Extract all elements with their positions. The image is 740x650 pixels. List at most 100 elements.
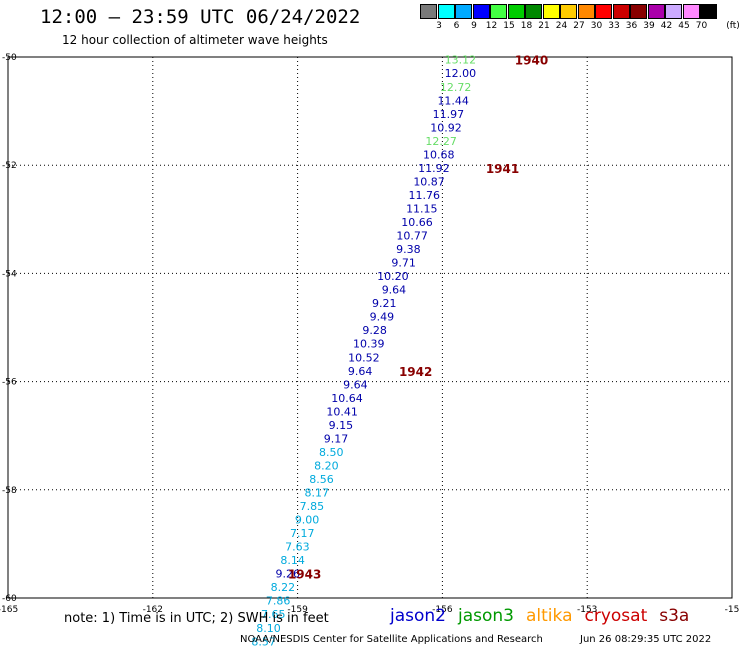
wave-height-value: 11.15: [406, 202, 438, 215]
wave-height-value: 9.64: [348, 365, 373, 378]
wave-height-value: 10.77: [396, 230, 428, 243]
longitude-tick-label: -156: [432, 605, 453, 615]
wave-height-value: 9.38: [396, 243, 421, 256]
map-title: 12:00 — 23:59 UTC 06/24/2022: [40, 6, 361, 28]
longitude-tick-label: -153: [577, 605, 597, 615]
wave-height-value: 7.63: [285, 541, 310, 554]
wave-height-value: 10.20: [377, 270, 409, 283]
wave-height-value: 12.72: [440, 81, 472, 94]
wave-height-value: 9.17: [324, 432, 349, 445]
color-scale-label: 33: [608, 21, 620, 31]
wave-height-value: 8.57: [251, 635, 276, 648]
wave-height-value: 7.65: [261, 608, 286, 621]
wave-height-value: 9.28: [362, 324, 387, 337]
color-scale-label: 24: [555, 21, 568, 31]
color-swatch: [595, 4, 612, 19]
wave-height-value: 8.50: [319, 446, 344, 459]
wave-height-value: 10.52: [348, 351, 380, 364]
wave-height-value: 11.92: [418, 162, 450, 175]
color-swatch: [647, 4, 665, 19]
wave-height-value: 12.27: [425, 135, 457, 148]
color-scale-label: 18: [520, 21, 533, 31]
color-scale-label: 30: [590, 21, 603, 31]
color-swatch: [455, 4, 472, 19]
satellite-s3a: s3a: [659, 606, 690, 626]
latitude-tick-label: -54: [2, 269, 17, 279]
color-swatch: [700, 4, 717, 19]
time-label: 1940: [515, 54, 548, 68]
color-swatch: [577, 4, 595, 19]
wave-height-value: 11.44: [437, 94, 469, 107]
color-scale-label: 6: [453, 21, 460, 31]
latitude-tick-label: -58: [2, 486, 17, 496]
color-swatch: [542, 4, 560, 19]
wave-height-value: 9.64: [343, 378, 368, 391]
color-swatch: [682, 4, 700, 19]
wave-height-value: 12.00: [445, 67, 477, 80]
wave-height-value: 8.10: [256, 622, 281, 635]
color-scale-label: 3: [436, 21, 442, 31]
wave-height-value: 7.86: [266, 595, 291, 608]
color-scale-label: 39: [643, 21, 655, 31]
wave-height-value: 8.22: [271, 581, 296, 594]
wave-height-value: 10.64: [331, 392, 363, 405]
color-swatch: [490, 4, 507, 19]
satellite-cryosat: cryosat: [584, 606, 648, 626]
wave-height-value: 8.14: [280, 554, 305, 567]
wave-height-value: 13.12: [445, 54, 477, 67]
latitude-tick-label: -60: [2, 594, 17, 604]
wave-height-value: 11.76: [408, 189, 440, 202]
note-text: note: 1) Time is in UTC; 2) SWH is in fe…: [64, 611, 329, 626]
wave-height-value: 9.49: [370, 311, 395, 324]
credit-text: NOAA/NESDIS Center for Satellite Applica…: [240, 634, 543, 645]
satellite-jason2: jason2: [390, 606, 446, 626]
satellite-legend: jason2 jason3 altika cryosat s3a: [390, 606, 701, 626]
color-scale-label: 45: [678, 21, 690, 31]
color-swatch: [630, 4, 647, 19]
wave-height-value: 8.56: [309, 473, 334, 486]
latitude-tick-label: -52: [2, 161, 17, 171]
color-swatch: [612, 4, 630, 19]
color-swatch: [560, 4, 577, 19]
color-scale-label: 27: [573, 21, 585, 31]
wave-height-value: 9.21: [372, 297, 397, 310]
color-scale-label: 12: [485, 21, 498, 31]
map-subtitle: 12 hour collection of altimeter wave hei…: [62, 33, 328, 47]
color-scale-unit: (ft): [726, 21, 740, 31]
wave-height-value: 10.87: [413, 175, 445, 188]
wave-height-value: 7.17: [290, 527, 315, 540]
wave-height-value: 10.39: [353, 338, 385, 351]
color-scale-label: 70: [695, 21, 708, 31]
wave-height-value: 9.15: [329, 419, 354, 432]
wave-height-value: 10.92: [430, 121, 462, 134]
color-swatch: [507, 4, 525, 19]
color-scale-label: 36: [625, 21, 638, 31]
wave-height-value: 9.26: [276, 568, 301, 581]
wave-height-value: 9.00: [295, 514, 320, 527]
time-label: 1942: [399, 365, 432, 379]
color-swatch: [665, 4, 682, 19]
wave-height-value: 9.64: [382, 284, 407, 297]
color-scale-label: 9: [471, 21, 477, 31]
color-swatch: [472, 4, 490, 19]
time-label: 1941: [486, 162, 519, 176]
color-swatch: [420, 4, 437, 19]
wave-height-value: 11.97: [433, 108, 465, 121]
wave-height-value: 8.20: [314, 459, 339, 472]
color-swatch: [437, 4, 455, 19]
color-swatch: [525, 4, 542, 19]
color-scale-label: 21: [538, 21, 550, 31]
color-scale-label: 15: [503, 21, 515, 31]
latitude-tick-label: -56: [2, 378, 17, 388]
satellite-altika: altika: [526, 606, 573, 626]
wave-height-value: 8.17: [304, 487, 329, 500]
longitude-tick-label: -159: [287, 605, 308, 615]
longitude-tick-label: -165: [0, 605, 18, 615]
timestamp-text: Jun 26 08:29:35 UTC 2022: [580, 634, 712, 645]
time-label: 1943: [288, 568, 321, 582]
wave-height-value: 9.71: [391, 257, 416, 270]
longitude-tick-label: -162: [143, 605, 163, 615]
longitude-tick-label: -15: [725, 605, 740, 615]
map-frame: [7, 56, 733, 599]
